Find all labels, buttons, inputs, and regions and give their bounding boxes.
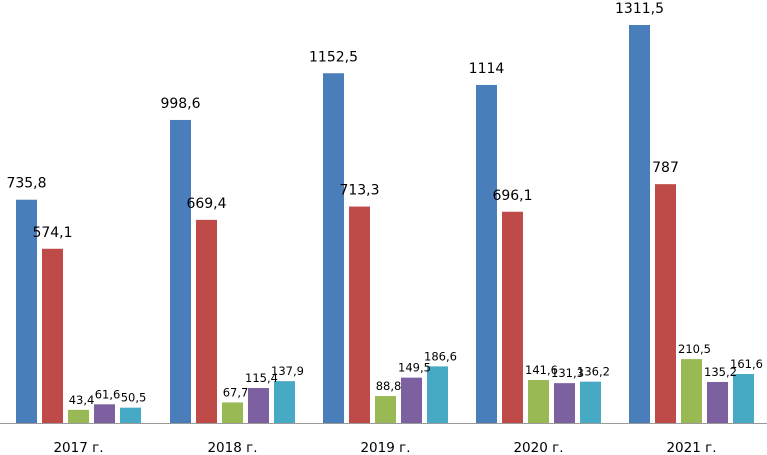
data-label-s1-2018: 998,6 xyxy=(160,96,200,112)
data-label-s2-2019: 713,3 xyxy=(339,183,379,199)
bar-s1-2021 xyxy=(629,25,650,423)
data-label-s3-2019: 88,8 xyxy=(376,379,402,393)
data-label-s4-2021: 135,2 xyxy=(704,365,737,379)
bar-s2-2019 xyxy=(349,206,370,423)
bar-s5-2020 xyxy=(580,381,601,423)
bar-s2-2018 xyxy=(196,219,217,423)
bar-s5-2019 xyxy=(427,366,448,423)
x-tick-label: 2019 г. xyxy=(360,440,410,455)
data-label-s4-2019: 149,5 xyxy=(398,361,431,375)
data-label-s2-2021: 787 xyxy=(652,160,679,176)
data-labels-layer: 735,8 574,1 43,4 61,6 50,5 998,6 669,4 67,7115,… xyxy=(6,1,763,407)
data-label-s5-2017: 50,5 xyxy=(121,391,147,405)
bar-s3-2019 xyxy=(375,396,396,423)
bar-s1-2017 xyxy=(16,199,37,423)
data-label-s3-2017: 43,4 xyxy=(69,393,95,407)
bar-s4-2020 xyxy=(554,383,575,423)
bars-layer xyxy=(16,25,754,424)
bar-s4-2021 xyxy=(707,381,728,423)
bar-s4-2019 xyxy=(401,377,422,423)
x-tick-label: 2021 г. xyxy=(666,440,716,455)
data-label-s5-2018: 137,9 xyxy=(271,364,304,378)
data-label-s5-2019: 186,6 xyxy=(424,349,457,363)
data-label-s5-2020: 136,2 xyxy=(577,365,610,379)
data-label-s3-2021: 210,5 xyxy=(678,342,711,356)
bar-s4-2017 xyxy=(94,404,115,423)
bar-s1-2018 xyxy=(170,119,191,424)
data-label-s4-2017: 61,6 xyxy=(95,387,121,401)
data-label-s4-2018: 115,4 xyxy=(245,371,278,385)
data-label-s2-2020: 696,1 xyxy=(492,188,532,204)
data-label-s1-2021: 1311,5 xyxy=(615,1,664,17)
data-label-s5-2021: 161,6 xyxy=(730,357,763,371)
data-label-s1-2017: 735,8 xyxy=(6,176,46,192)
bar-s5-2018 xyxy=(274,381,295,423)
data-label-s3-2020: 141,6 xyxy=(525,363,558,377)
data-label-s2-2018: 669,4 xyxy=(186,196,226,212)
bar-s1-2020 xyxy=(476,84,497,424)
bar-s3-2021 xyxy=(681,359,702,423)
bar-s2-2017 xyxy=(42,248,63,423)
bar-s4-2018 xyxy=(248,387,269,423)
x-tick-labels: 2017 г. 2018 г. 2019 г. 2020 г. 2021 г. xyxy=(53,440,716,455)
bar-s5-2017 xyxy=(120,407,141,423)
data-label-s2-2017: 574,1 xyxy=(32,225,72,241)
bar-s5-2021 xyxy=(733,373,754,423)
x-tick-label: 2017 г. xyxy=(53,440,103,455)
x-tick-label: 2020 г. xyxy=(513,440,563,455)
data-label-s3-2018: 67,7 xyxy=(223,385,249,399)
data-label-s4-2020: 131,3 xyxy=(551,366,584,380)
data-label-s1-2019: 1152,5 xyxy=(309,49,358,65)
bar-s2-2021 xyxy=(655,184,676,423)
bar-s1-2019 xyxy=(323,73,344,423)
bar-s2-2020 xyxy=(502,211,523,423)
data-label-s1-2020: 1114 xyxy=(469,61,505,77)
bar-s3-2018 xyxy=(222,402,243,423)
bar-s3-2017 xyxy=(68,409,89,423)
bar-s3-2020 xyxy=(528,380,549,423)
x-tick-label: 2018 г. xyxy=(207,440,257,455)
